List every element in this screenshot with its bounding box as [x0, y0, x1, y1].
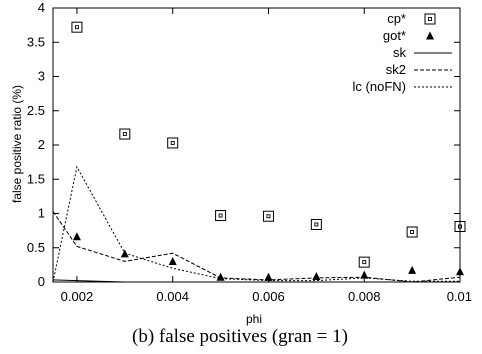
cp-point-inner	[314, 222, 319, 227]
cp-point-inner	[266, 214, 271, 219]
series-line-lc-nofn	[53, 165, 460, 282]
got-point	[426, 31, 434, 40]
cp-point	[310, 218, 322, 230]
cp-point	[262, 210, 274, 222]
legend-label: got*	[383, 28, 406, 43]
x-tick-label: 0.004	[156, 289, 189, 304]
cp-point-inner	[218, 213, 223, 218]
got-point	[72, 232, 81, 241]
legend-label: cp*	[387, 11, 406, 26]
cp-point-outer	[262, 210, 274, 222]
y-axis-label: false positive ratio (%)	[10, 85, 24, 203]
cp-point-inner	[74, 25, 79, 30]
series-line-sk2	[53, 211, 460, 282]
figure-caption: (b) false positives (gran = 1)	[132, 326, 348, 347]
cp-point-outer	[71, 21, 83, 33]
y-tick-label: 0	[38, 274, 45, 289]
legend-label: lc (noFN)	[353, 79, 406, 94]
series-lc-nofn	[53, 165, 460, 282]
cp-point	[406, 226, 418, 238]
cp-point-outer	[119, 128, 131, 140]
y-tick-label: 0.5	[27, 240, 45, 255]
got-point	[264, 272, 273, 281]
cp-point-inner	[362, 260, 367, 265]
legend-label: sk	[393, 45, 407, 60]
series-got	[72, 232, 464, 281]
cp-point	[167, 137, 179, 149]
tick-layer: 0 0.5 1 1.5 2 2.5 3 3.5 4 0.002 0.004 0.006 0.008 0.0…	[27, 0, 472, 304]
x-axis-label: phi	[246, 312, 262, 326]
series-layer	[53, 21, 466, 282]
y-tick-label: 2	[38, 137, 45, 152]
cp-point	[215, 210, 227, 222]
cp-point	[454, 221, 466, 233]
series-sk	[53, 279, 460, 282]
y-tick-label: 3.5	[27, 34, 45, 49]
cp-point	[424, 13, 436, 25]
got-point	[168, 256, 177, 265]
legend-item-sk2: sk2	[386, 62, 452, 77]
x-tick-label: 0.002	[61, 289, 94, 304]
cp-point-outer	[215, 210, 227, 222]
x-tick-label: 0.01	[447, 289, 472, 304]
legend-item-lc-nofn: lc (noFN)	[353, 79, 452, 94]
y-tick-label: 2.5	[27, 103, 45, 118]
legend-item-sk: sk	[393, 45, 452, 60]
cp-point-outer	[424, 13, 436, 25]
y-tick-label: 1.5	[27, 171, 45, 186]
got-point	[408, 265, 417, 274]
x-tick-label: 0.006	[252, 289, 285, 304]
got-point	[312, 272, 321, 281]
cp-point-outer	[358, 256, 370, 268]
cp-point-outer	[310, 218, 322, 230]
legend-label: sk2	[386, 62, 406, 77]
got-point	[456, 267, 464, 276]
legend-item-got: got*	[383, 28, 434, 43]
cp-point	[119, 128, 131, 140]
y-tick-label: 1	[38, 206, 45, 221]
cp-point-outer	[406, 226, 418, 238]
cp-point-outer	[167, 137, 179, 149]
series-cp	[71, 21, 466, 268]
cp-point	[358, 256, 370, 268]
cp-point-inner	[122, 132, 127, 136]
got-point	[360, 270, 369, 279]
cp-point-outer	[454, 221, 466, 233]
cp-point	[71, 21, 83, 33]
cp-point-inner	[458, 224, 462, 229]
y-tick-label: 3	[38, 69, 45, 84]
cp-point-inner	[428, 17, 432, 21]
y-tick-label: 4	[38, 0, 45, 15]
x-tick-label: 0.008	[348, 289, 381, 304]
cp-point-inner	[410, 230, 415, 234]
cp-point-inner	[170, 140, 175, 145]
legend-item-cp: cp*	[387, 11, 436, 26]
series-line-sk	[53, 279, 460, 282]
legend: cp* got* sk sk2 lc (noFN)	[353, 11, 452, 94]
series-sk2	[53, 211, 460, 282]
